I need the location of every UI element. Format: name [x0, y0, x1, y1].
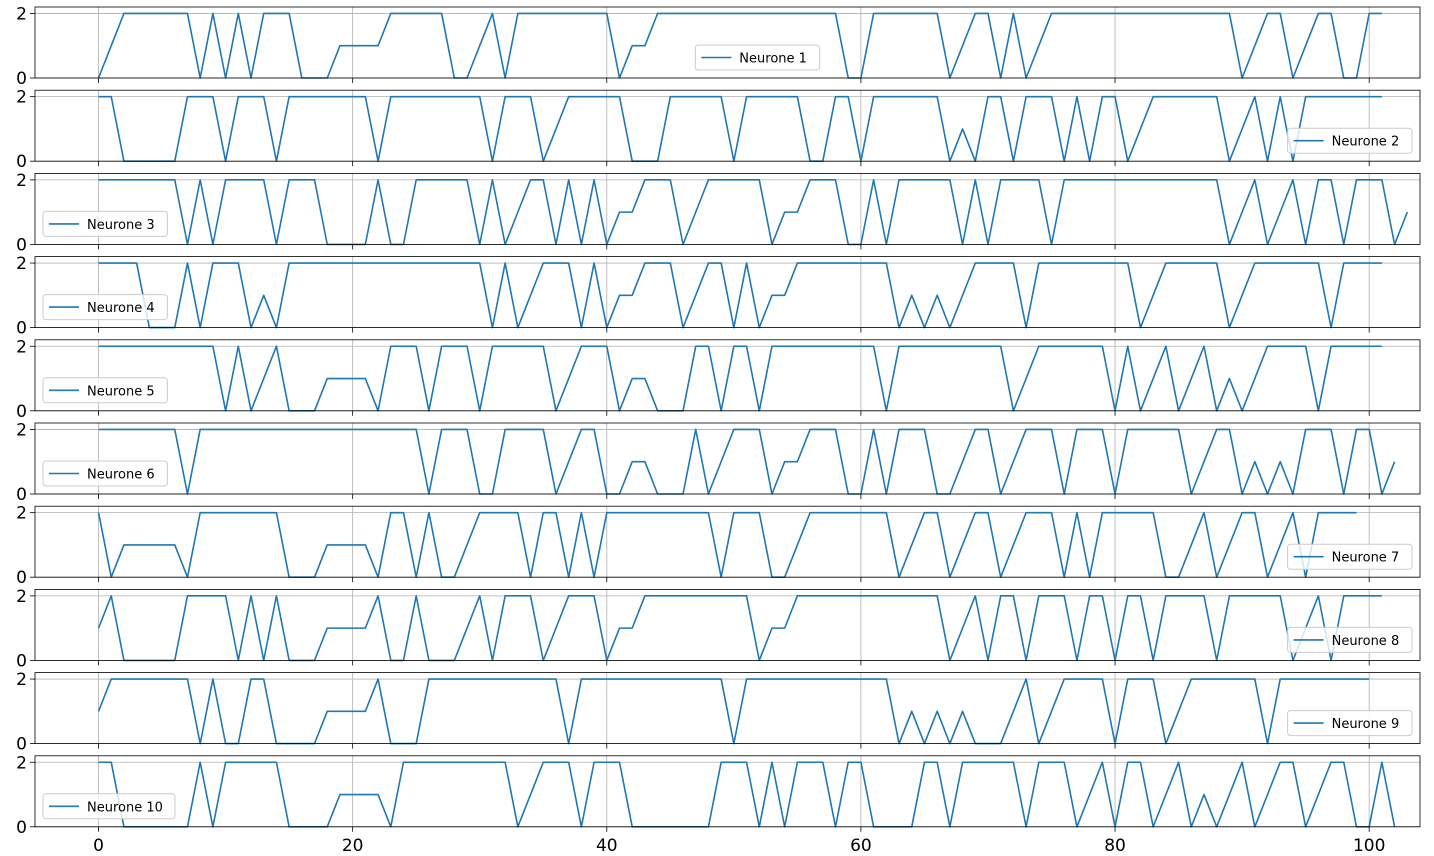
axes-frame — [34, 422, 1421, 495]
subplot-3: 0 2 Neurone 3 — [16, 171, 1421, 255]
legend-box — [1287, 127, 1413, 154]
subplot-1: 0 2 Neurone 1 — [16, 4, 1421, 89]
legend-label: Neurone 9 — [1332, 717, 1400, 732]
legend-label: Neurone 7 — [1332, 551, 1400, 566]
subplot-6: 0 2 Neurone 6 — [16, 420, 1421, 505]
legend-box — [1287, 626, 1413, 653]
series-line-neurone-10 — [98, 761, 1396, 828]
y-tick-label: 0 — [16, 485, 27, 505]
x-tick-label: 60 — [850, 836, 872, 856]
legend-label: Neurone 10 — [87, 800, 163, 815]
legend: Neurone 2 — [1287, 127, 1413, 154]
legend: Neurone 9 — [1287, 710, 1413, 737]
legend: Neurone 4 — [42, 294, 168, 321]
y-tick-label: 2 — [16, 254, 27, 274]
x-tick-label: 40 — [596, 836, 618, 856]
series-line-neurone-8 — [97, 595, 1382, 662]
y-tick-label: 0 — [16, 568, 27, 588]
legend: Neurone 8 — [1287, 626, 1413, 653]
x-tick-label: 100 — [1353, 836, 1385, 856]
legend-box — [42, 210, 168, 237]
subplot-4: 0 2 Neurone 4 — [16, 254, 1421, 339]
x-tick-label: 80 — [1104, 836, 1126, 856]
y-tick-label: 2 — [16, 670, 27, 690]
legend-label: Neurone 3 — [87, 218, 155, 233]
y-tick-label: 0 — [16, 235, 27, 255]
legend-label: Neurone 1 — [739, 52, 807, 67]
legend: Neurone 3 — [42, 210, 168, 237]
axes-frame — [34, 755, 1421, 828]
legend-label: Neurone 8 — [1332, 634, 1400, 649]
y-tick-label: 2 — [16, 504, 27, 524]
axes-frame — [34, 505, 1421, 578]
legend-box — [1287, 543, 1413, 570]
series-line-neurone-2 — [98, 95, 1382, 162]
series-line-neurone-4 — [98, 262, 1382, 329]
legend: Neurone 5 — [42, 377, 168, 404]
y-tick-label: 0 — [16, 735, 27, 755]
x-tick-label: 20 — [342, 836, 364, 856]
y-tick-label: 0 — [16, 651, 27, 671]
y-tick-label: 2 — [16, 753, 27, 773]
y-tick-label: 2 — [16, 88, 27, 108]
y-tick-label: 2 — [16, 337, 27, 357]
y-tick-label: 0 — [16, 818, 27, 838]
axes-frame — [34, 89, 1421, 162]
series-line-neurone-5 — [98, 345, 1382, 412]
axes-frame — [34, 672, 1421, 744]
axes-frame — [34, 339, 1421, 412]
axes-frame — [34, 589, 1421, 661]
legend-label: Neurone 6 — [87, 468, 155, 483]
series-line-neurone-9 — [97, 678, 1370, 745]
x-tick-label: 0 — [93, 836, 104, 856]
series-line-neurone-6 — [98, 428, 1396, 495]
y-tick-label: 2 — [16, 587, 27, 607]
y-tick-label: 2 — [16, 4, 27, 24]
axes-frame — [34, 6, 1421, 79]
legend-label: Neurone 5 — [87, 384, 155, 399]
y-tick-label: 2 — [16, 171, 27, 191]
series-line-neurone-7 — [97, 511, 1357, 579]
legend: Neurone 6 — [42, 460, 168, 487]
y-tick-label: 2 — [16, 420, 27, 440]
subplot-7: 0 2 Neurone 7 — [16, 504, 1421, 588]
axes-frame — [34, 172, 1421, 245]
legend-box — [42, 793, 176, 820]
series-line-neurone-3 — [98, 179, 1409, 246]
legend: Neurone 10 — [42, 793, 176, 820]
legend-label: Neurone 2 — [1332, 135, 1400, 150]
subplot-5: 0 2 Neurone 5 — [16, 337, 1421, 422]
subplot-8: 0 2 Neurone 8 — [16, 587, 1421, 671]
y-tick-label: 0 — [16, 152, 27, 172]
subplot-9: 0 2 Neurone 9 — [16, 670, 1421, 755]
legend-box — [42, 460, 168, 487]
legend-box — [42, 377, 168, 404]
legend: Neurone 7 — [1287, 543, 1413, 570]
y-tick-label: 0 — [16, 319, 27, 339]
axes-frame — [34, 256, 1421, 329]
legend-box — [1287, 710, 1413, 737]
legend: Neurone 1 — [694, 44, 821, 71]
legend-box — [42, 294, 168, 321]
y-tick-label: 0 — [16, 69, 27, 89]
y-tick-label: 0 — [16, 402, 27, 422]
subplot-2: 0 2 Neurone 2 — [16, 88, 1421, 172]
legend-box — [694, 44, 821, 71]
legend-label: Neurone 4 — [87, 301, 155, 316]
